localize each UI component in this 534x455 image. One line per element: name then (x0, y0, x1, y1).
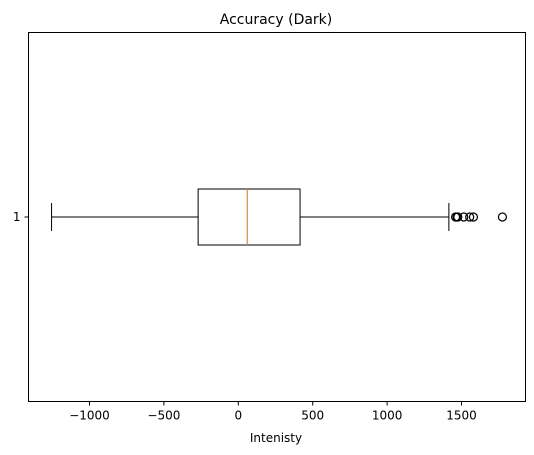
chart-marks (51, 188, 508, 246)
outlier-point (465, 212, 475, 222)
outlier-point (459, 212, 469, 222)
iqr-box (197, 188, 301, 246)
chart-title: Accuracy (Dark) (220, 12, 333, 28)
y-axis: 1 (13, 210, 29, 224)
x-tick-label: 1500 (446, 409, 477, 423)
x-axis: −1000 −500 0 500 1000 1500 (69, 401, 477, 423)
x-tick-label: 0 (234, 409, 242, 423)
x-axis-label: Intenisty (250, 431, 302, 445)
outlier-point (453, 212, 463, 222)
x-tick-label: 500 (301, 409, 324, 423)
y-tick-label: 1 (13, 210, 21, 224)
outlier-point (497, 212, 508, 222)
x-tick-label: −500 (147, 409, 180, 423)
outlier-point (468, 212, 479, 222)
x-tick-label: 1000 (372, 409, 403, 423)
x-tick-label: −1000 (69, 409, 110, 423)
